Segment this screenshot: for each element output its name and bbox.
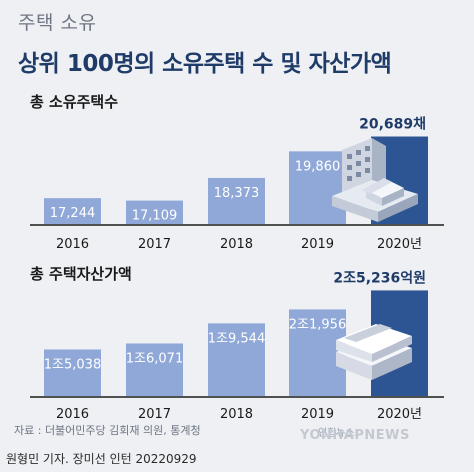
x-tick-2-2017: 2017 [138,407,171,422]
x-tick-1-2016: 2016 [56,237,89,252]
bar-2-2016 [44,349,101,396]
watermark-sub: 연합뉴스 [318,428,355,439]
bar-1-2017 [126,200,183,224]
chart-1-title: 총 소유주택수 [30,93,119,111]
bar-2-2018 [208,323,265,396]
page-title: 상위 100명의 소유주택 수 및 자산가액 [18,51,392,77]
source-note: 자료 : 더불어민주당 김회재 의원, 통계청 [14,424,201,437]
data-label-2-2019: 2조1,956 [289,317,346,332]
category-label: 주택 소유 [18,12,97,34]
x-tick-1-2020년: 2020년 [377,237,422,252]
x-tick-2-2018: 2018 [220,407,253,422]
buildings-icon [332,138,418,222]
bar-1-2018 [208,177,265,224]
x-tick-2-2016: 2016 [56,407,89,422]
x-tick-2-2020년: 2020년 [377,407,422,422]
chart-2-title: 총 주택자산가액 [30,265,132,283]
data-label-1-2017: 17,109 [132,209,178,224]
x-tick-1-2017: 2017 [138,237,171,252]
data-label-2-2017: 1조6,071 [126,351,183,366]
money-stack-icon [336,324,412,380]
data-label-1-2018: 18,373 [214,186,260,201]
chart-2-asset-value: 1조5,038 2016 1조6,071 2017 1조9,544 2018 2조1,956… [30,270,444,422]
bar-1-2019 [289,151,346,224]
data-label-2-2020년: 2조5,236억원 [333,270,426,286]
data-label-2-2018: 1조9,544 [208,331,265,346]
data-label-1-2016: 17,244 [50,206,96,221]
data-label-2-2016: 1조5,038 [44,357,101,372]
x-tick-1-2019: 2019 [301,237,334,252]
watermark: YONHAPNEWS [300,428,410,443]
bar-1-2016 [44,198,101,224]
chart-1-housing-count: 17,244 2016 17,109 2017 18,373 2018 19,860 2019… [30,117,444,252]
x-tick-1-2018: 2018 [220,237,253,252]
data-label-1-2020년: 20,689채 [359,117,426,133]
bar-2-2017 [126,343,183,396]
credit-line: 원형민 기자. 장미선 인턴 20220929 [6,452,197,466]
x-tick-2-2019: 2019 [301,407,334,422]
data-label-1-2019: 19,860 [295,159,341,174]
